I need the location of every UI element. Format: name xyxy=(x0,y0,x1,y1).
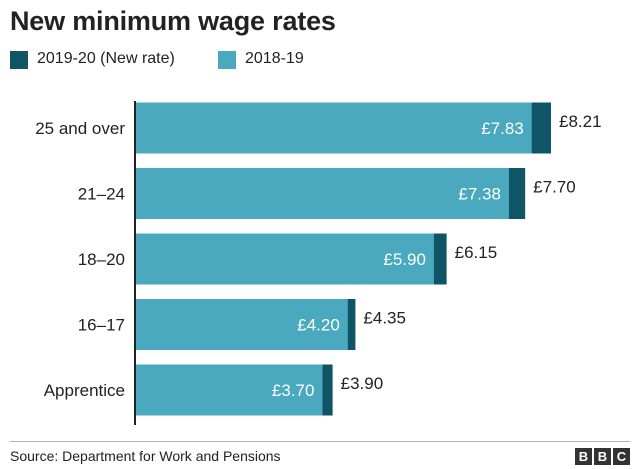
bbc-logo: B B C xyxy=(575,448,630,465)
bar-label-previous-rate: £7.38 xyxy=(458,185,501,204)
legend-swatch-new-rate xyxy=(10,51,28,69)
category-label: 21–24 xyxy=(78,185,125,204)
category-label: 25 and over xyxy=(35,119,125,138)
category-label: 18–20 xyxy=(78,250,125,269)
category-label: Apprentice xyxy=(44,381,125,400)
legend-label-previous-rate: 2018-19 xyxy=(245,50,304,67)
bar-previous-rate xyxy=(135,233,434,285)
logo-letter: B xyxy=(575,448,592,465)
legend-label-new-rate: 2019-20 (New rate) xyxy=(37,50,175,67)
footer-divider xyxy=(10,441,630,442)
bar-previous-rate xyxy=(135,102,532,154)
bar-label-new-rate: £8.21 xyxy=(559,112,602,131)
bar-label-previous-rate: £3.70 xyxy=(272,381,315,400)
bar-label-new-rate: £4.35 xyxy=(363,309,406,328)
category-label: 16–17 xyxy=(78,316,125,335)
bar-label-new-rate: £3.90 xyxy=(341,374,384,393)
bar-label-new-rate: £7.70 xyxy=(533,178,576,197)
bar-label-previous-rate: £5.90 xyxy=(383,250,426,269)
bar-previous-rate xyxy=(135,299,348,350)
bar-label-previous-rate: £7.83 xyxy=(481,119,524,138)
logo-letter: C xyxy=(613,448,630,465)
legend-swatch-previous-rate xyxy=(218,51,236,69)
bar-label-previous-rate: £4.20 xyxy=(297,316,340,335)
source-note: Source: Department for Work and Pensions xyxy=(10,448,281,464)
chart-title: New minimum wage rates xyxy=(10,6,336,36)
logo-letter: B xyxy=(594,448,611,465)
bar-previous-rate xyxy=(135,168,509,219)
bar-previous-rate xyxy=(135,364,323,416)
bar-label-new-rate: £6.15 xyxy=(455,243,498,262)
